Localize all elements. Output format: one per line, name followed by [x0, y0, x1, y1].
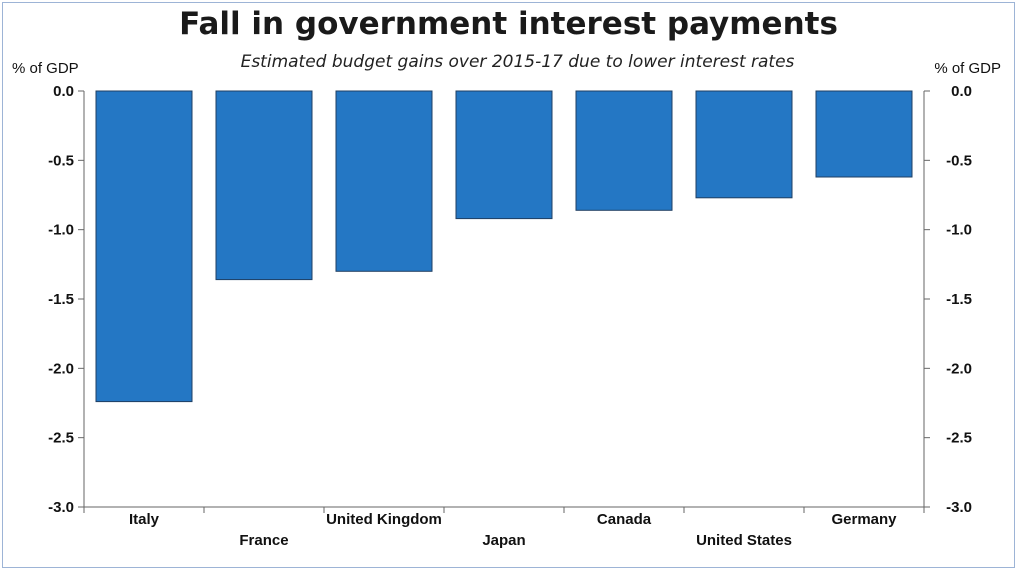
- bar-united-kingdom: [335, 90, 433, 272]
- left-y-tick-label: -1.5: [48, 291, 74, 308]
- right-y-tick-label: -1.5: [946, 291, 972, 308]
- left-axis-unit-label: % of GDP: [12, 60, 79, 77]
- bar-japan: [455, 90, 553, 220]
- category-label: Italy: [129, 511, 160, 528]
- bar-italy: [95, 90, 193, 403]
- right-y-tick-label: -1.0: [946, 222, 972, 239]
- category-label: Japan: [482, 532, 525, 549]
- right-y-tick-label: 0.0: [951, 83, 972, 100]
- bar-germany: [815, 90, 913, 178]
- bar-united-states: [695, 90, 793, 199]
- right-y-tick-label: -0.5: [946, 152, 972, 169]
- axes-group: [78, 90, 930, 513]
- right-axis-unit-label: % of GDP: [934, 60, 1001, 77]
- bars-group: [95, 90, 913, 403]
- left-y-tick-label: -3.0: [48, 499, 74, 516]
- category-label: Canada: [597, 511, 652, 528]
- labels-group: 0.0 0.0 -0.5 -0.5 -1.0 -1.0 -1.5 -1.5 -2.0 -2.0 -2…: [48, 83, 972, 549]
- category-label: United States: [696, 532, 792, 549]
- category-label: France: [239, 532, 288, 549]
- left-y-tick-label: -2.5: [48, 430, 74, 447]
- right-y-tick-label: -2.5: [946, 430, 972, 447]
- left-y-tick-label: 0.0: [53, 83, 74, 100]
- left-y-tick-label: -1.0: [48, 222, 74, 239]
- category-label: United Kingdom: [326, 511, 442, 528]
- right-y-tick-label: -2.0: [946, 360, 972, 377]
- right-y-tick-label: -3.0: [946, 499, 972, 516]
- left-y-tick-label: -0.5: [48, 152, 74, 169]
- bar-canada: [575, 90, 673, 211]
- left-y-tick-label: -2.0: [48, 360, 74, 377]
- bar-france: [215, 90, 313, 281]
- chart-title: Fall in government interest payments: [179, 6, 838, 42]
- category-label: Germany: [831, 511, 897, 528]
- chart-subtitle: Estimated budget gains over 2015-17 due …: [240, 52, 795, 72]
